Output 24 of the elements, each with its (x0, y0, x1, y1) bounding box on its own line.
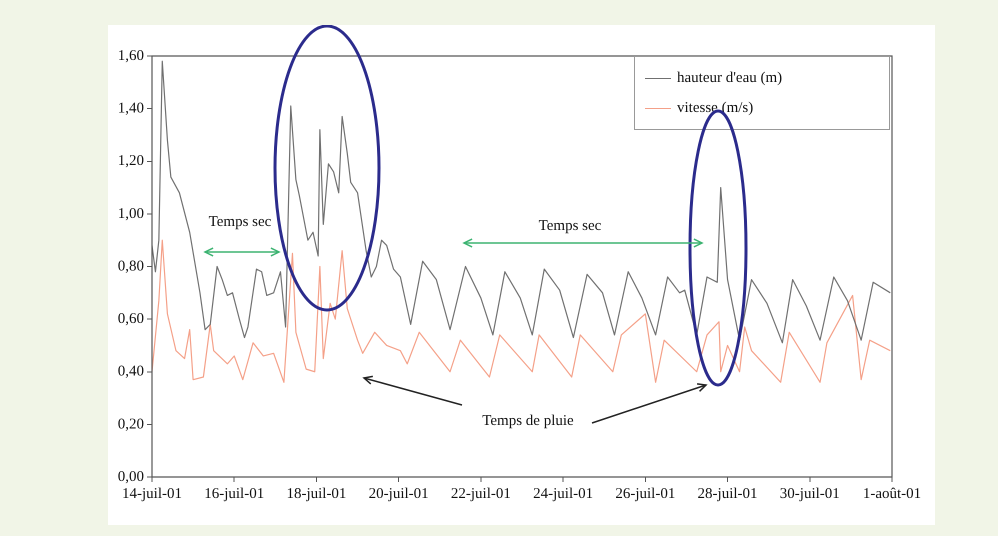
y-tick-label: 1,00 (118, 206, 144, 222)
annotation: Temps de pluie (482, 412, 574, 429)
x-tick-label: 14-juil-01 (122, 486, 182, 502)
y-tick-label: 1,40 (118, 100, 144, 117)
annotation: Temps sec (208, 214, 272, 230)
y-tick-label: 0,80 (118, 258, 144, 274)
x-tick-label: 30-juil-01 (780, 486, 840, 502)
x-tick-label: 26-juil-01 (615, 486, 676, 502)
y-tick-label: 0,20 (118, 416, 144, 432)
x-tick-label: 20-juil-01 (368, 486, 429, 502)
x-tick-label: 18-juil-01 (286, 486, 346, 502)
y-tick-label: 1,20 (118, 153, 144, 170)
x-tick-label: 24-juil-01 (533, 486, 594, 502)
x-tick-label: 16-juil-01 (204, 486, 264, 502)
y-tick-label: 0,00 (118, 468, 144, 485)
y-tick-label: 0,60 (118, 311, 144, 328)
x-tick-label: 22-juil-01 (450, 486, 511, 502)
y-tick-label: 0,40 (118, 364, 144, 380)
y-tick-label: 1,60 (118, 48, 144, 64)
legend-label: hauteur d'eau (m) (677, 70, 782, 86)
legend-label: vitesse (m/s) (677, 100, 754, 116)
annotation: Temps sec (538, 218, 602, 234)
x-tick-label: 28-juil-01 (698, 486, 758, 502)
x-tick-label: 1-août-01 (862, 486, 922, 502)
